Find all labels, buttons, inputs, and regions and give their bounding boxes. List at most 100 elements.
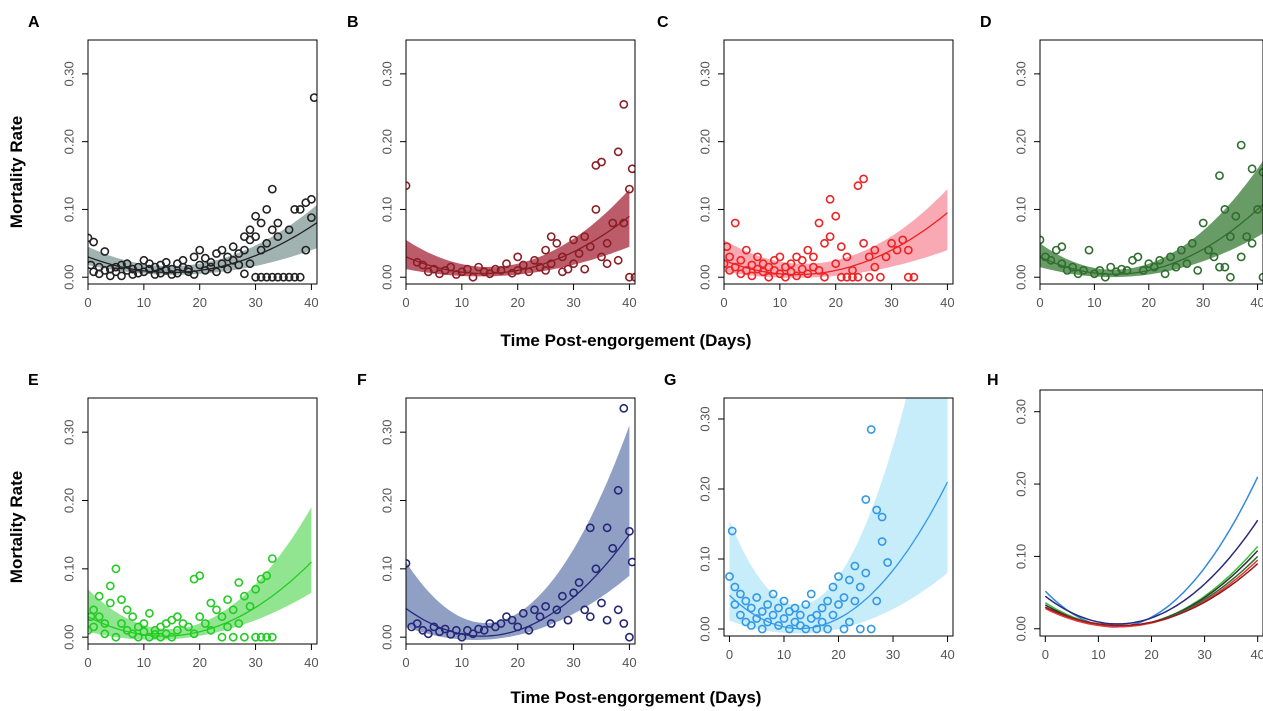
data-point — [814, 218, 824, 228]
x-tick-label: 10 — [455, 655, 469, 670]
data-point — [251, 584, 260, 594]
y-tick-label: 0.30 — [1013, 399, 1028, 424]
data-point — [245, 259, 255, 269]
data-point — [602, 523, 612, 533]
data-point — [786, 259, 796, 269]
y-tick-label: 0.00 — [379, 265, 394, 290]
data-point — [217, 612, 227, 622]
data-point — [150, 262, 160, 272]
data-point — [625, 272, 634, 282]
data-point — [850, 561, 860, 571]
data-point — [752, 593, 762, 602]
panel-label: D — [980, 14, 992, 31]
data-point — [507, 615, 517, 625]
data-point — [406, 559, 411, 568]
x-tick-label: 20 — [1144, 647, 1158, 662]
data-point — [764, 272, 774, 282]
data-point — [768, 610, 778, 620]
data-point — [887, 238, 896, 248]
data-point — [730, 218, 740, 228]
data-point — [763, 600, 772, 609]
confidence-band — [1040, 161, 1263, 278]
x-tick-label: 0 — [84, 655, 91, 670]
data-point — [217, 632, 227, 642]
x-tick-label: 0 — [720, 295, 727, 310]
data-point — [117, 260, 126, 270]
data-point — [552, 605, 562, 615]
data-point — [853, 272, 863, 282]
data-point — [814, 265, 824, 275]
y-tick-label: 0.00 — [1013, 265, 1028, 290]
data-point — [172, 625, 182, 635]
data-point — [479, 625, 489, 635]
data-point — [825, 194, 835, 204]
data-point — [866, 425, 876, 434]
x-tick-label: 20 — [1142, 295, 1156, 310]
data-point — [1236, 140, 1246, 150]
data-point — [251, 232, 260, 241]
data-point — [239, 269, 249, 279]
data-point — [870, 262, 880, 272]
data-point — [861, 495, 871, 504]
x-tick-label: 0 — [726, 647, 733, 662]
data-point — [736, 589, 745, 599]
data-point — [876, 272, 885, 282]
x-tick-label: 20 — [831, 647, 845, 662]
data-point — [825, 232, 835, 241]
data-point — [1187, 238, 1197, 248]
data-point — [1215, 171, 1224, 180]
data-point — [1166, 252, 1175, 262]
data-point — [89, 605, 98, 615]
data-point — [172, 612, 182, 622]
data-point — [585, 523, 595, 533]
data-point — [496, 619, 506, 628]
data-point — [245, 225, 255, 235]
data-point — [866, 624, 876, 634]
data-point — [502, 259, 511, 269]
data-point — [94, 591, 104, 601]
data-point — [284, 272, 294, 282]
data-point — [513, 265, 523, 275]
data-point — [619, 619, 629, 628]
y-tick-label: 0.20 — [697, 129, 712, 154]
data-point — [602, 259, 612, 269]
data-point — [1247, 164, 1257, 174]
x-tick-label: 40 — [1250, 295, 1263, 310]
x-tick-label: 10 — [1091, 647, 1105, 662]
y-tick-label: 0.30 — [697, 61, 712, 86]
plot-frame — [723, 39, 954, 285]
y-tick-label: 0.10 — [1013, 197, 1028, 222]
data-point — [842, 272, 852, 282]
data-point — [597, 598, 606, 608]
data-point — [763, 617, 772, 627]
plot-content — [724, 174, 948, 282]
data-point — [223, 264, 232, 274]
data-point — [823, 624, 832, 634]
data-point — [189, 252, 199, 262]
data-point — [1247, 238, 1257, 248]
plot-content — [1040, 140, 1263, 282]
data-point — [295, 272, 305, 282]
data-point — [747, 271, 757, 281]
data-point — [518, 608, 528, 618]
data-point — [839, 593, 849, 602]
y-tick-label: 0.10 — [61, 197, 76, 222]
data-point — [105, 581, 115, 591]
data-point — [792, 271, 801, 281]
data-point — [228, 632, 238, 642]
data-point — [306, 213, 316, 222]
data-point — [809, 252, 818, 262]
panel-label: B — [347, 14, 359, 31]
data-point — [122, 605, 132, 615]
data-point — [1220, 204, 1230, 214]
data-point — [412, 619, 422, 628]
data-point — [795, 610, 805, 620]
data-point — [89, 622, 98, 632]
data-point — [552, 238, 562, 248]
data-point — [295, 204, 305, 214]
x-tick-label: 20 — [192, 295, 206, 310]
data-point — [89, 267, 98, 277]
data-point — [736, 610, 745, 620]
data-point — [753, 252, 762, 262]
data-point — [746, 621, 756, 630]
